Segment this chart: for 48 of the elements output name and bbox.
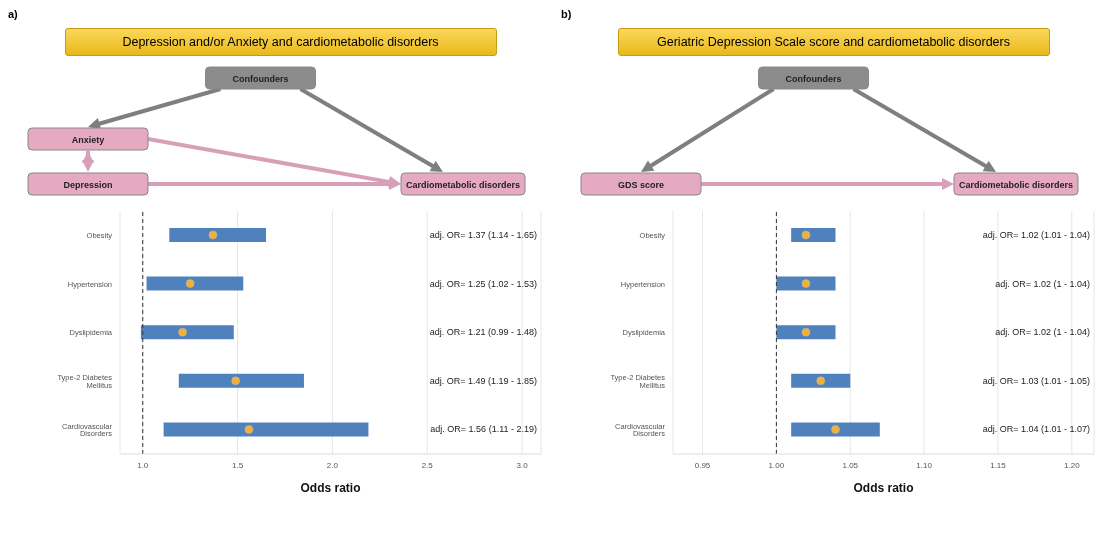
data-label: adj. OR= 1.21 (0.99 - 1.48) [429,327,537,338]
data-label: adj. OR= 1.02 (1 - 1.04) [995,278,1090,289]
bar [791,422,880,437]
data-label: adj. OR= 1.37 (1.14 - 1.65) [429,230,537,240]
bar [791,373,851,388]
data-label: adj. OR= 1.02 (1.01 - 1.04) [982,230,1090,240]
data-label: adj. OR= 1.03 (1.01 - 1.05) [982,375,1090,386]
point [231,376,240,386]
chart-title: Geriatric Depression Scale score and cardiometabolic disorders [617,28,1050,56]
text: Confounders [785,73,842,84]
x-tick-label: 3.0 [516,460,529,470]
bar [776,325,836,340]
x-tick-label: 2.0 [326,460,339,470]
x-tick-label: 1.05 [842,460,859,470]
bar [146,276,244,291]
point [185,279,195,288]
bar [178,373,304,388]
data-label: adj. OR= 1.25 (1.02 - 1.53) [429,278,537,289]
data-label: adj. OR= 1.04 (1.01 - 1.07) [982,424,1090,435]
bar [163,422,369,437]
bar [140,325,234,340]
text: Confounders [232,73,289,84]
data-label: adj. OR= 1.02 (1 - 1.04) [995,327,1090,338]
text: GDS score [617,179,665,190]
point [178,327,187,337]
x-tick-label: 1.20 [1064,460,1081,470]
x-tick-label: 0.95 [694,460,711,470]
data-label: adj. OR= 1.56 (1.11 - 2.19) [430,424,537,435]
text: b) [561,8,573,22]
x-tick-label: 1.0 [137,460,149,470]
x-axis-title: Odds ratio [853,481,914,495]
text: Depression [63,179,113,190]
text: Anxiety [71,134,105,145]
point [208,230,218,240]
text: Cardiometabolic disorders [405,179,521,190]
bar [776,276,836,291]
text: Cardiometabolic disorders [958,179,1074,190]
point [244,425,254,434]
chart-title: Depression and/or Anxiety and cardiometabolic disorders [64,28,497,56]
x-tick-label: 1.15 [990,460,1007,470]
x-tick-label: 1.00 [768,460,785,470]
x-axis-title: Odds ratio [300,481,361,495]
x-tick-label: 2.5 [421,460,434,470]
text: a) [8,8,19,22]
x-tick-label: 1.10 [916,460,933,470]
data-label: adj. OR= 1.49 (1.19 - 1.85) [429,375,537,386]
bar [169,228,267,242]
x-tick-label: 1.5 [232,460,244,470]
